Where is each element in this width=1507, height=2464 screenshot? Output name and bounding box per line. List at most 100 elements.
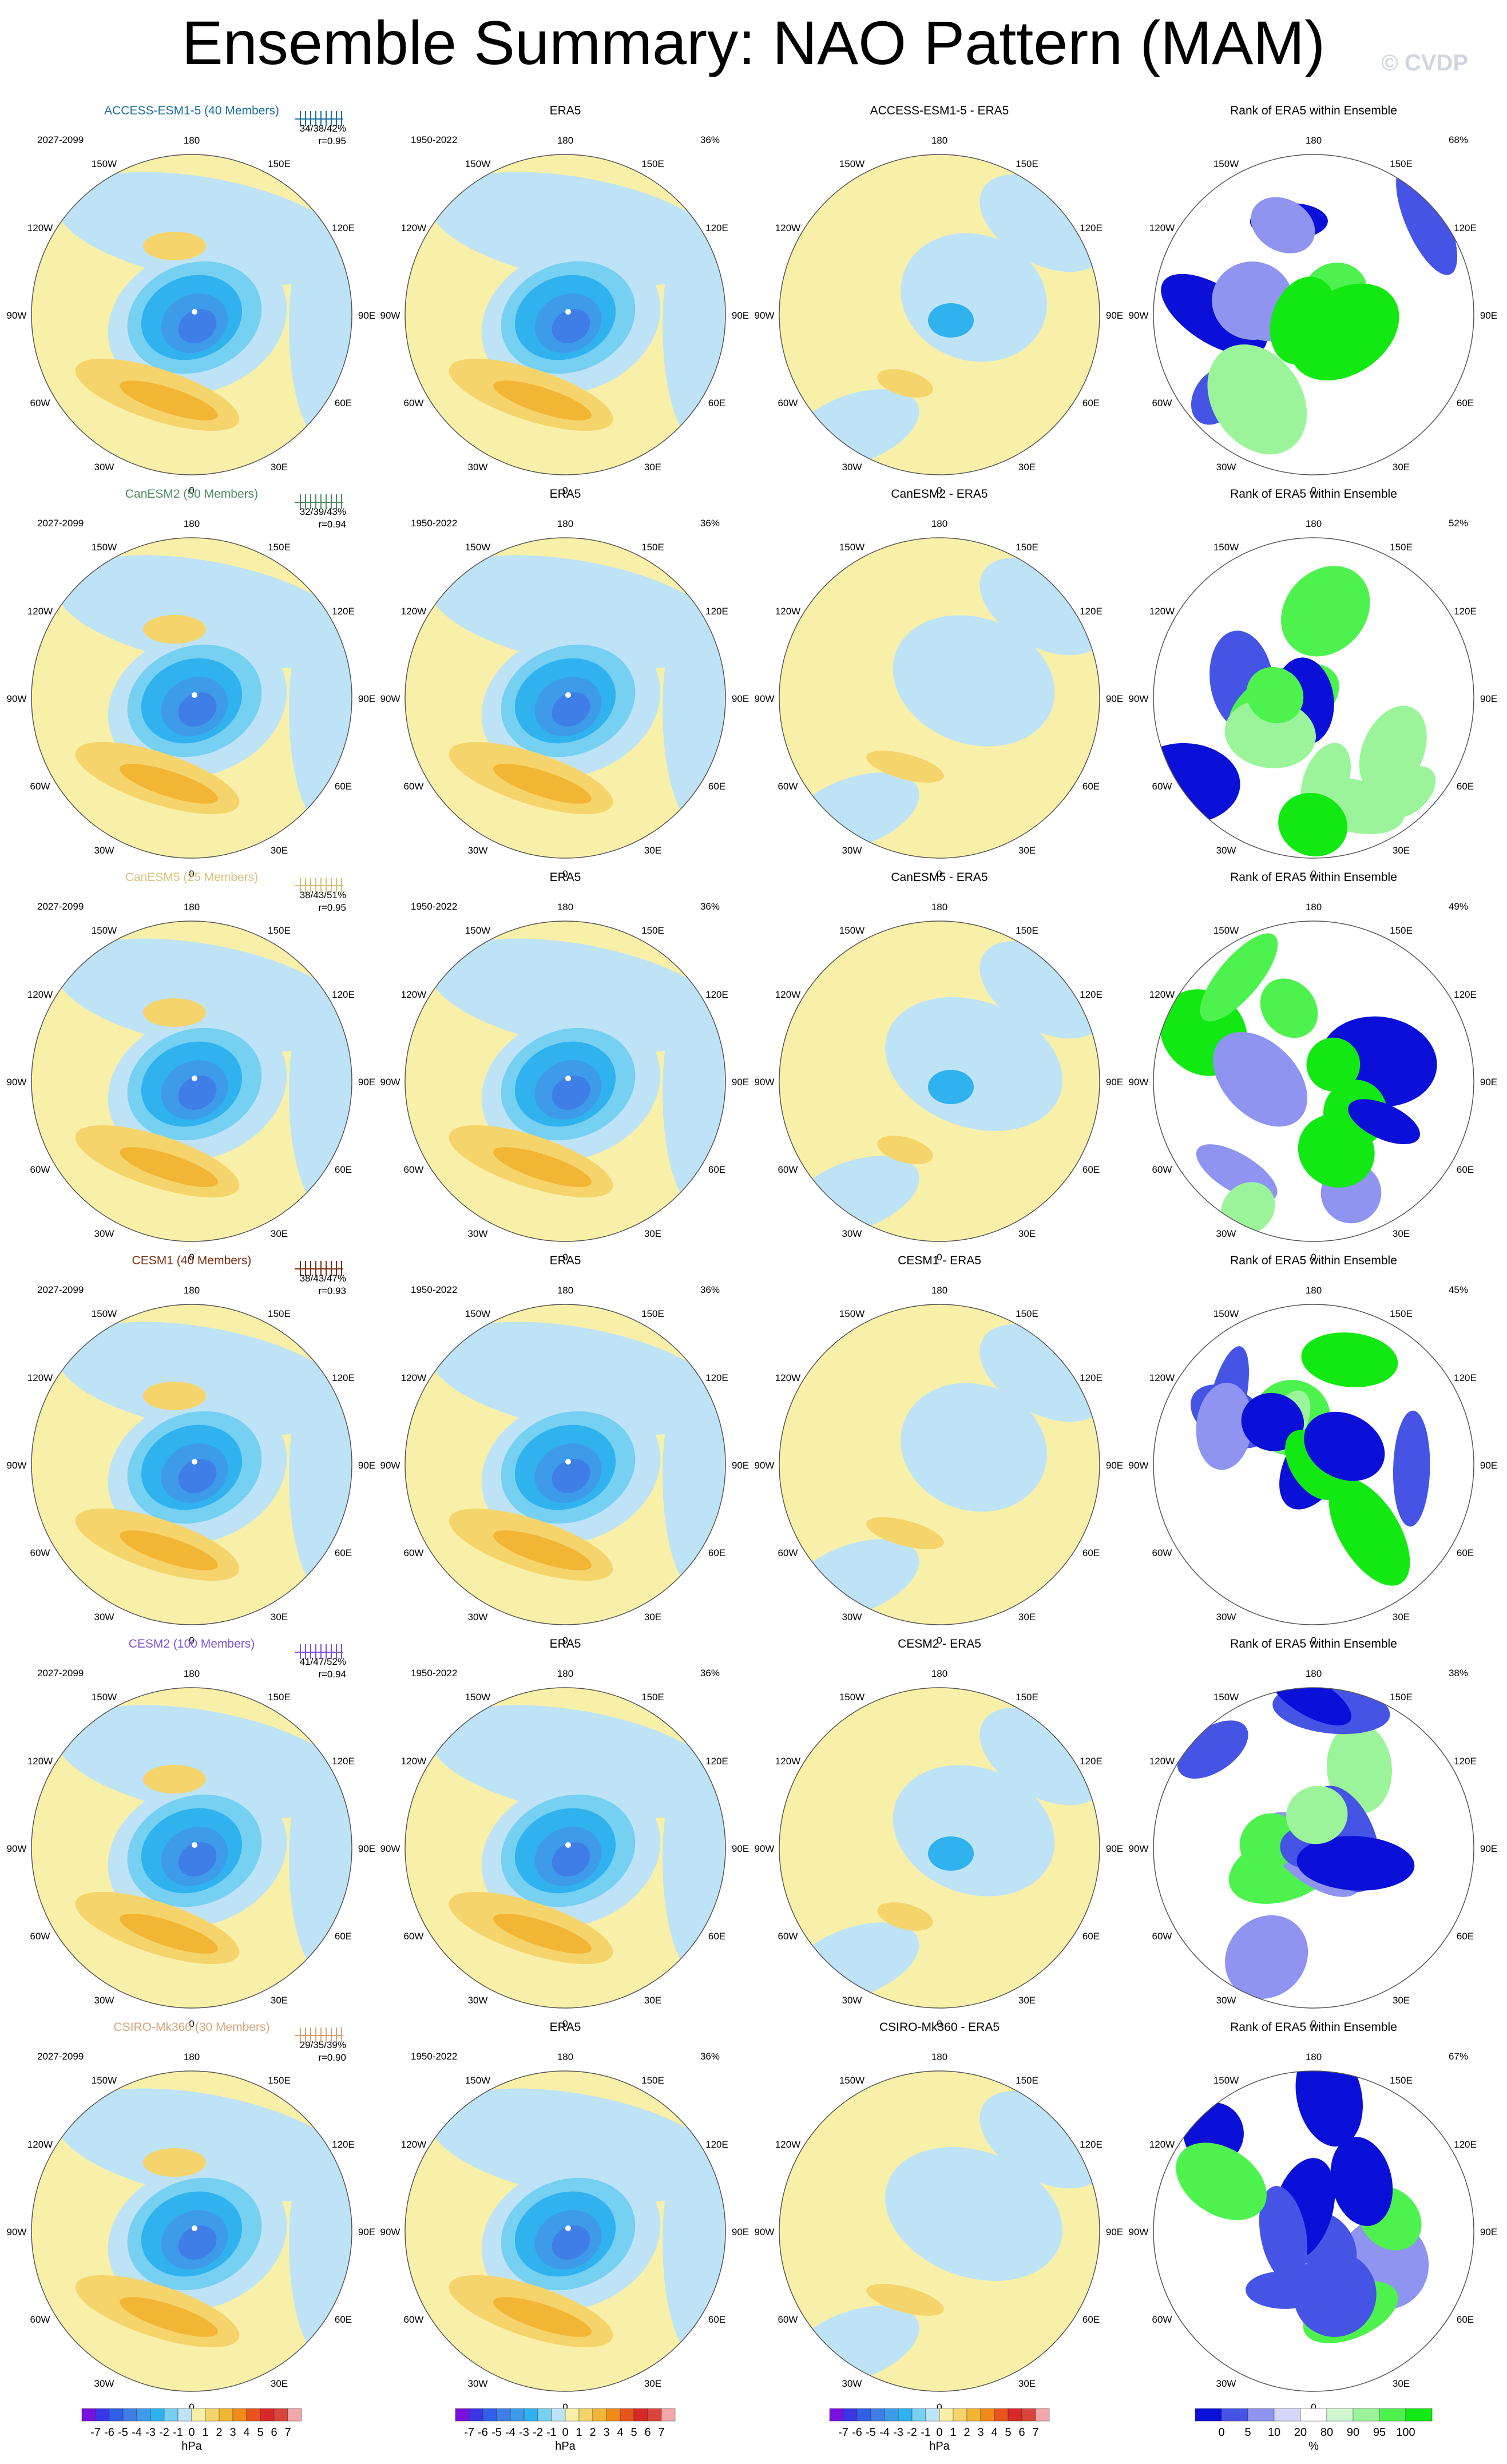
longitude-label: 150W — [465, 925, 490, 936]
colorbar-tick-label: 4 — [617, 2426, 623, 2439]
longitude-label: 60E — [708, 398, 725, 408]
longitude-label: 30E — [1393, 1995, 1410, 2006]
low-contour — [178, 692, 217, 727]
map-border — [779, 1687, 1100, 2009]
high-band — [493, 764, 592, 804]
rank-percentage: 49% — [1449, 901, 1468, 912]
era5-percentage: 36% — [700, 518, 720, 529]
longitude-label: 90W — [380, 2227, 400, 2237]
longitude-label: 150E — [641, 2075, 664, 2086]
longitude-label: 30E — [644, 845, 661, 856]
rank-cell — [1281, 566, 1370, 657]
longitude-label: 90E — [1106, 310, 1123, 321]
colorbar-tick-label: 90 — [1347, 2426, 1359, 2439]
longitude-label: 30W — [94, 845, 114, 856]
longitude-label: 0 — [189, 2018, 194, 2029]
colorbar-swatch — [510, 2408, 525, 2422]
colorbar-tick-label: 95 — [1373, 2426, 1386, 2439]
rank-cell — [1225, 1915, 1308, 1999]
colorbar-swatch — [482, 2408, 497, 2422]
longitude-label: 150W — [839, 2075, 864, 2086]
colorbar-swatch — [246, 2408, 261, 2422]
longitude-label: 150E — [1016, 1308, 1038, 1319]
rank-map — [1153, 154, 1474, 475]
longitude-label: 180 — [184, 518, 200, 529]
pole-marker — [565, 2225, 571, 2231]
longitude-label: 60W — [30, 398, 50, 408]
colorbar-tick-label: -6 — [104, 2426, 114, 2439]
model-title: CanESM2 (50 Members) — [125, 487, 258, 501]
longitude-label: 30W — [1216, 1612, 1236, 1622]
longitude-label: 150E — [641, 1308, 664, 1319]
rank-title: Rank of ERA5 within Ensemble — [1230, 104, 1397, 117]
longitude-label: 180 — [931, 135, 947, 146]
era5-period: 1950-2022 — [411, 1668, 457, 1679]
colorbar-tick-label: -4 — [879, 2426, 890, 2439]
colorbar-swatch — [911, 2408, 926, 2422]
pole-marker — [565, 1076, 571, 1081]
longitude-label: 150E — [1390, 1692, 1413, 1703]
negative-band — [56, 172, 350, 286]
longitude-label: 30W — [468, 1228, 488, 1239]
colorbar-tick-label: 2 — [963, 2426, 970, 2439]
longitude-label: 150E — [268, 542, 291, 553]
colorbar-tick-label: 100 — [1396, 2426, 1415, 2439]
colorbar-tick-label: -5 — [118, 2426, 128, 2439]
member-spread — [295, 1644, 343, 1659]
longitude-label: 180 — [1306, 518, 1322, 529]
colorbar-tick-label: -2 — [533, 2426, 543, 2439]
pattern-correlation: r=0.95 — [318, 902, 346, 913]
model-period: 2027-2099 — [37, 1668, 84, 1679]
rank-cell — [1348, 1099, 1420, 1145]
rank-cell — [1251, 197, 1315, 253]
colorbar-swatch — [81, 2408, 96, 2422]
longitude-label: 60E — [335, 1164, 352, 1175]
map-border — [779, 154, 1100, 475]
longitude-label: 0 — [562, 868, 568, 879]
longitude-label: 90E — [732, 1460, 749, 1471]
rank-map — [1153, 537, 1474, 859]
difference-map — [779, 920, 1100, 1242]
era5-period: 1950-2022 — [411, 518, 457, 529]
colorbar-tick-label: 6 — [271, 2426, 277, 2439]
rank-title: Rank of ERA5 within Ensemble — [1230, 1637, 1397, 1650]
era5-title: ERA5 — [550, 1637, 581, 1650]
colorbar-swatch — [469, 2408, 483, 2422]
longitude-label: 60W — [404, 398, 424, 408]
longitude-label: 90W — [1129, 2227, 1149, 2237]
longitude-label: 120E — [1454, 2139, 1477, 2150]
difference-map — [779, 537, 1100, 859]
longitude-label: 120W — [401, 606, 426, 617]
colorbar-swatch — [524, 2408, 538, 2422]
low-contour — [552, 1842, 590, 1876]
positive-area — [866, 1517, 944, 1549]
colorbar-swatch — [843, 2408, 858, 2422]
longitude-label: 0 — [1311, 868, 1316, 879]
longitude-label: 120W — [401, 223, 426, 233]
longitude-label: 60W — [404, 781, 424, 792]
longitude-label: 90W — [1129, 1460, 1149, 1471]
longitude-label: 150E — [641, 158, 664, 169]
longitude-label: 60W — [30, 2314, 50, 2325]
longitude-label: 30W — [842, 1995, 862, 2006]
era5-slp-map — [404, 1304, 726, 1625]
longitude-label: 30E — [644, 462, 661, 473]
longitude-label: 90W — [380, 1077, 400, 1088]
longitude-label: 120W — [401, 1372, 426, 1383]
longitude-label: 60E — [335, 2314, 352, 2325]
longitude-label: 120W — [27, 989, 53, 1000]
longitude-label: 150W — [1213, 1308, 1239, 1319]
model-slp-map — [31, 537, 352, 859]
high-band — [143, 998, 206, 1027]
high-band — [120, 1147, 218, 1187]
colorbar-swatch — [219, 2408, 233, 2422]
colorbar-tick-label: 7 — [658, 2426, 664, 2439]
longitude-label: 60E — [1082, 1548, 1100, 1558]
colorbar-swatch — [150, 2408, 165, 2422]
colorbar-swatch — [1035, 2408, 1050, 2422]
longitude-label: 150W — [465, 1308, 490, 1319]
longitude-label: 120E — [332, 1372, 355, 1383]
colorbar-tick-label: 4 — [991, 2426, 997, 2439]
rank-cell — [1330, 2137, 1393, 2227]
colorbar-swatch — [136, 2408, 151, 2422]
